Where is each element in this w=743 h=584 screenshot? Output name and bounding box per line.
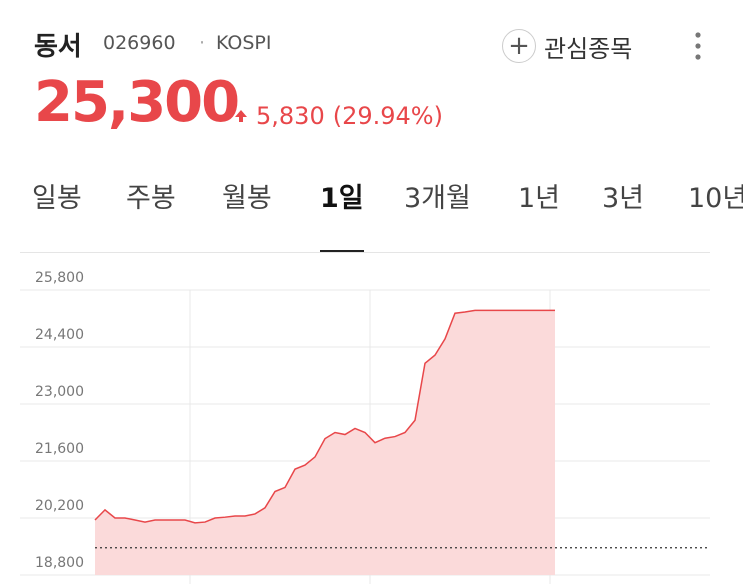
divider [20, 252, 710, 253]
change-amount: 5,830 [256, 102, 325, 130]
y-tick-label: 20,200 [35, 498, 84, 514]
stock-code: 026960 [103, 32, 176, 54]
tab[interactable]: 3년 [602, 183, 645, 214]
tab[interactable]: 1일 [320, 183, 364, 214]
tab[interactable]: 주봉 [126, 183, 176, 214]
separator: · [199, 32, 206, 54]
y-tick-label: 21,600 [35, 441, 84, 457]
tab[interactable]: 3개월 [404, 183, 471, 214]
change-rate: (29.94%) [332, 102, 443, 130]
tab[interactable]: 1년 [518, 183, 561, 214]
watch-label: 관심종목 [544, 34, 633, 63]
stock-name: 동서 [34, 32, 82, 62]
tab[interactable]: 월봉 [222, 183, 272, 214]
y-tick-label: 18,800 [35, 555, 84, 571]
area [95, 310, 555, 575]
y-tick-label: 23,000 [35, 384, 84, 400]
price: 25,300 [34, 70, 240, 135]
y-tick-label: 25,800 [35, 270, 84, 286]
change: 5,830 (29.94%) [234, 102, 443, 130]
up-arrow [235, 110, 247, 122]
period-tabs: 일봉 주봉 월봉 1일 3개월 1년 3년 10년 [0, 176, 743, 254]
price-line [94, 309, 555, 524]
tab-underline [320, 250, 364, 253]
market: KOSPI [216, 32, 272, 54]
more-menu[interactable] [690, 30, 706, 62]
plus-icon: + [502, 29, 536, 63]
tab[interactable]: 10년 [688, 183, 743, 214]
y-tick-label: 24,400 [35, 327, 84, 343]
chart: 18,800 20,200 21,600 23,000 24,400 25,800 [20, 270, 710, 584]
watch-button[interactable]: + 관심종목 [502, 26, 632, 66]
tab[interactable]: 일봉 [32, 183, 82, 214]
